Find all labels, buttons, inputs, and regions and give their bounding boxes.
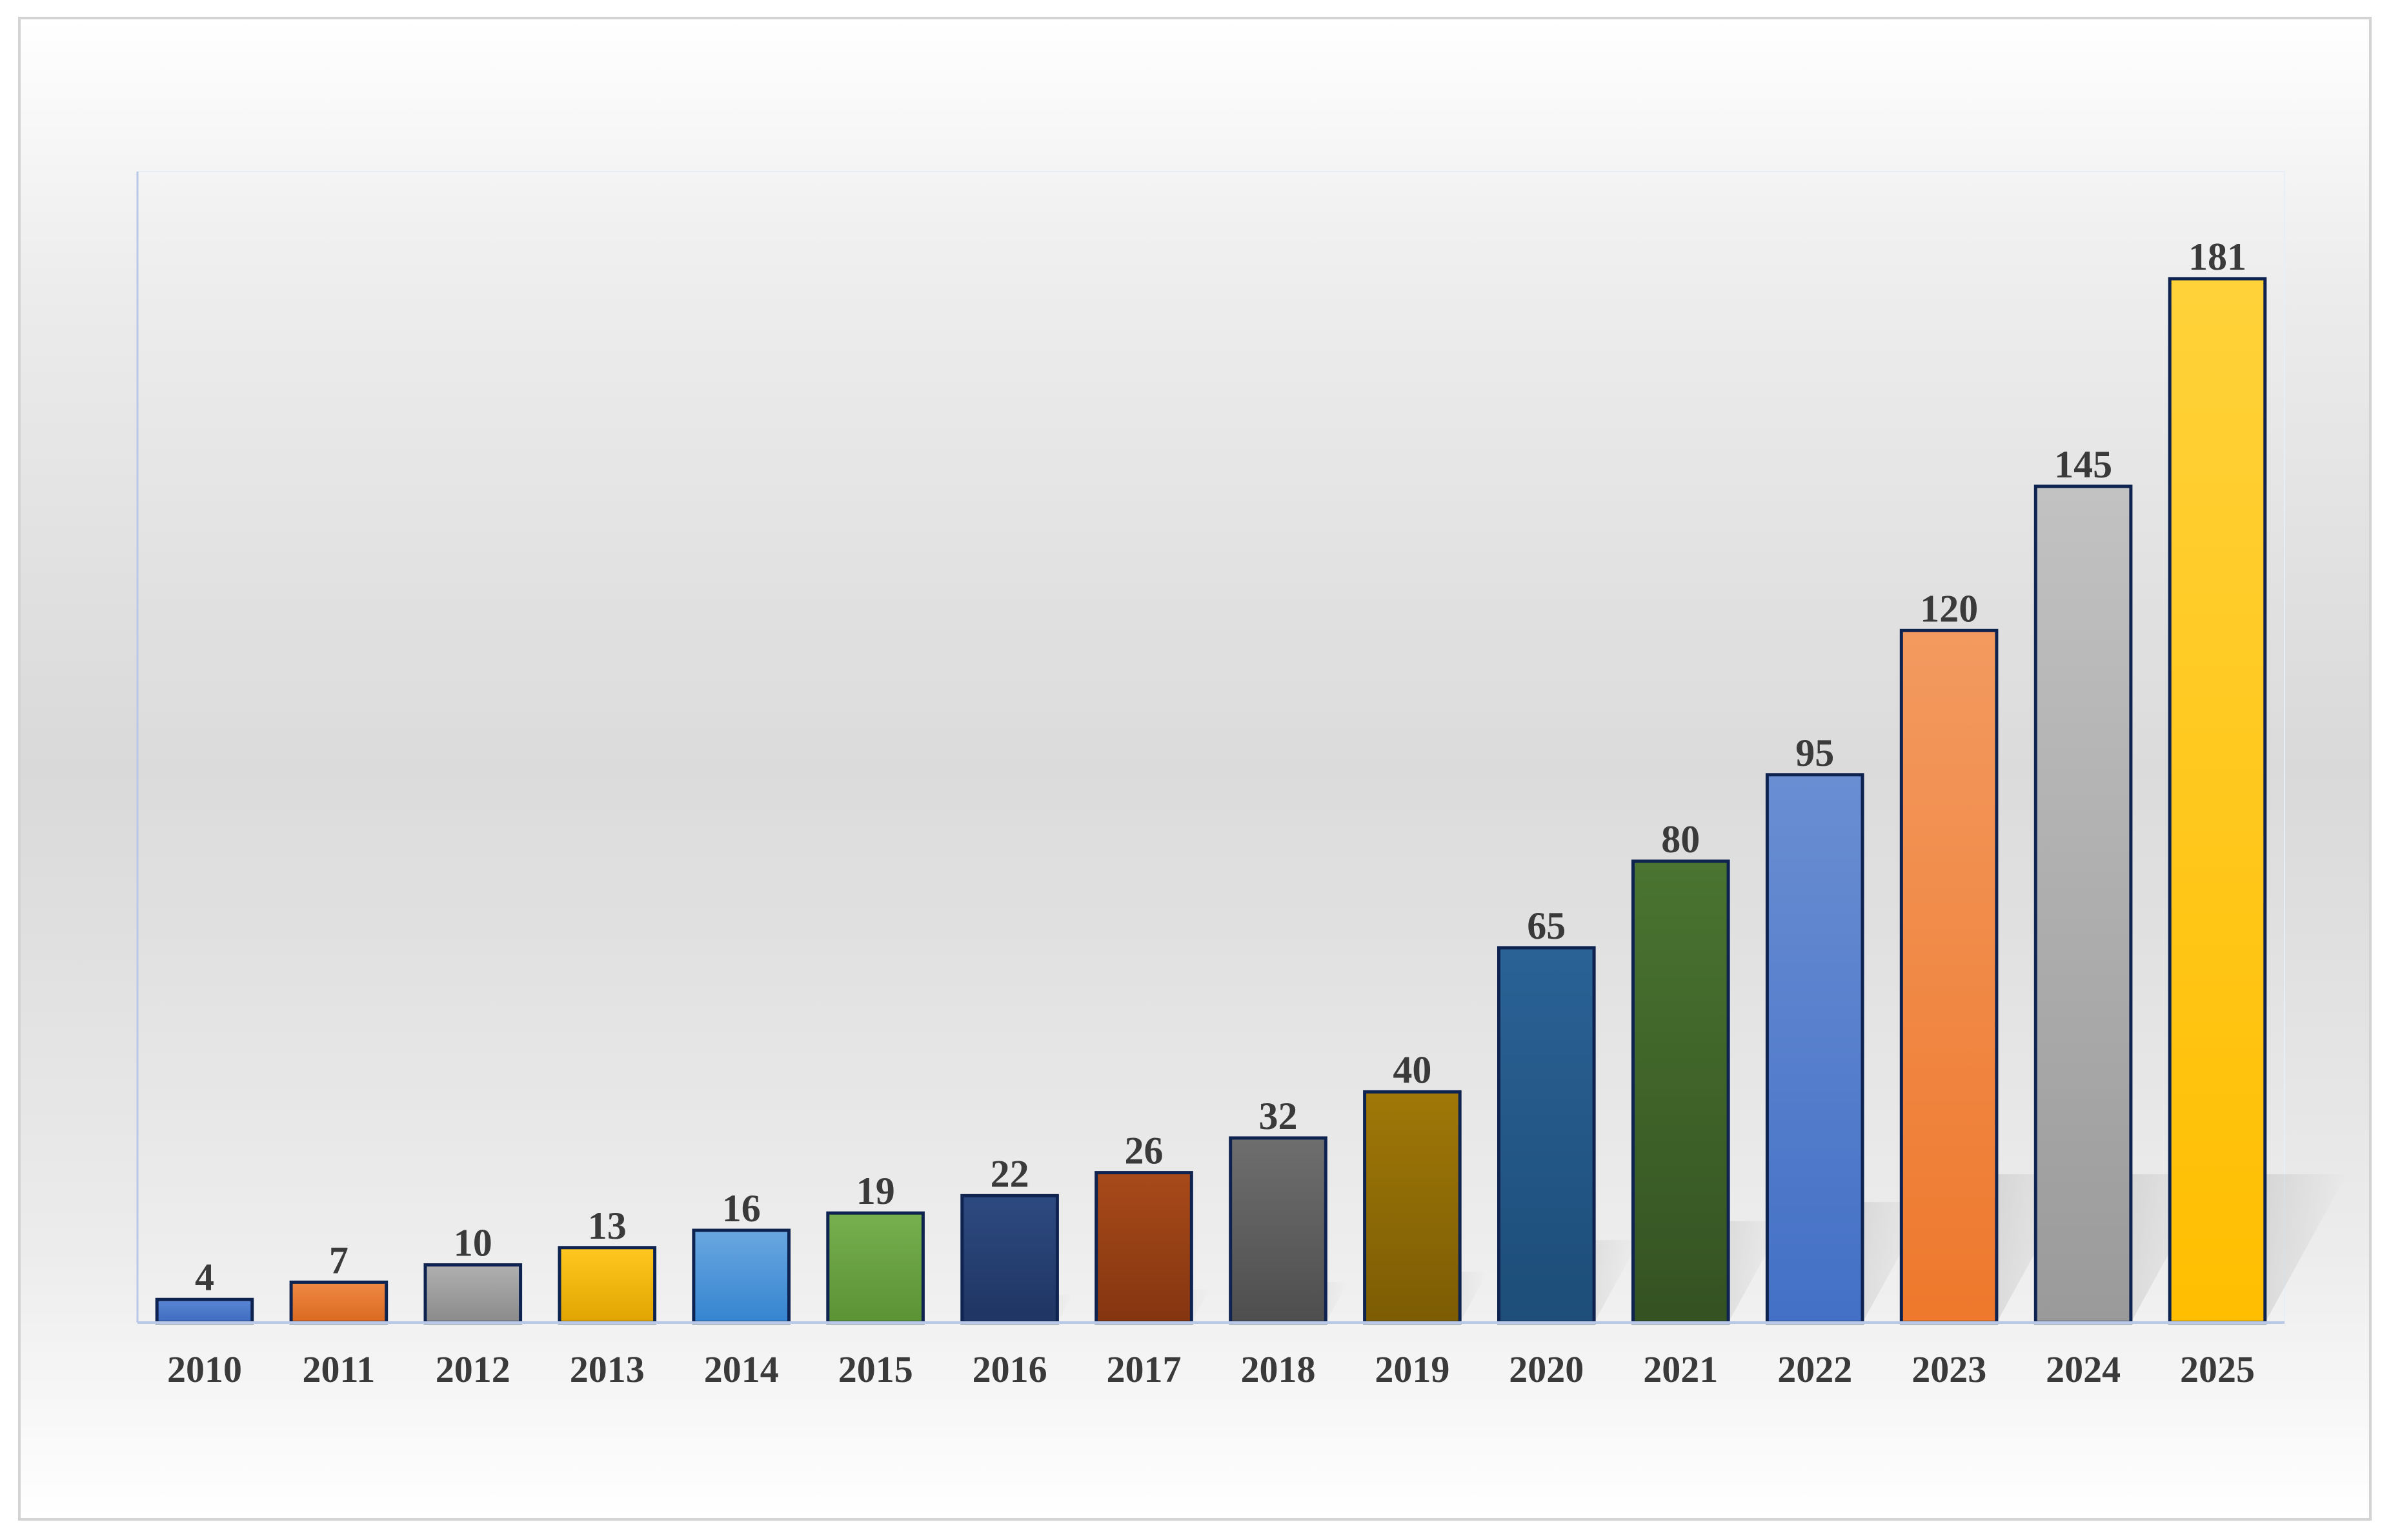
value-label-2020: 65 [1527,905,1566,947]
x-tick-2015: 2015 [838,1348,913,1390]
bar-2012 [423,1263,523,1325]
bar-2019 [1363,1090,1462,1325]
x-tick-2021: 2021 [1643,1348,1718,1390]
value-label-2024: 145 [2054,443,2112,486]
x-tick-2016: 2016 [973,1348,1047,1390]
bar-2017 [1095,1171,1193,1325]
value-label-2019: 40 [1393,1048,1431,1091]
x-tick-2023: 2023 [1912,1348,1986,1390]
bar-2010 [155,1297,254,1325]
value-label-2013: 13 [588,1205,627,1247]
value-label-2022: 95 [1795,732,1834,774]
bar-2016 [960,1194,1059,1325]
bar-2020 [1497,946,1596,1325]
x-tick-2022: 2022 [1777,1348,1852,1390]
x-tick-2013: 2013 [570,1348,645,1390]
value-labels: 4 7 10 13 16 19 22 26 32 40 65 80 95 120 145 181 [195,235,2246,1299]
x-tick-2020: 2020 [1509,1348,1584,1390]
bar-2025 [2168,277,2267,1325]
value-label-2014: 16 [722,1187,761,1230]
bar-2011 [289,1280,388,1325]
x-tick-labels: 2010 2011 2012 2013 2014 2015 2016 2017 2018 2019… [167,1348,2255,1390]
bar-2013 [558,1246,657,1325]
value-label-2025: 181 [2188,235,2246,278]
bar-2014 [692,1228,791,1325]
x-tick-2014: 2014 [704,1348,779,1390]
value-label-2018: 32 [1259,1095,1298,1137]
x-tick-2012: 2012 [436,1348,510,1390]
x-tick-2017: 2017 [1107,1348,1182,1390]
bar-2024 [2033,485,2133,1325]
x-tick-2025: 2025 [2180,1348,2255,1390]
value-label-2016: 22 [991,1152,1029,1195]
x-tick-2018: 2018 [1241,1348,1316,1390]
value-label-2012: 10 [454,1222,492,1265]
bar-2015 [826,1211,925,1325]
value-label-2010: 4 [195,1256,214,1299]
value-label-2023: 120 [1920,587,1978,630]
bar-2022 [1765,773,1864,1325]
x-tick-2010: 2010 [167,1348,242,1390]
bar-2021 [1631,859,1730,1325]
value-label-2011: 7 [329,1239,348,1281]
value-label-2017: 26 [1125,1130,1164,1172]
x-tick-2024: 2024 [2046,1348,2121,1390]
bar-2018 [1229,1136,1327,1325]
value-label-2021: 80 [1661,818,1700,861]
bars [155,277,2267,1325]
value-label-2015: 19 [856,1170,895,1212]
bar-2023 [1899,628,1999,1325]
x-tick-2019: 2019 [1375,1348,1449,1390]
x-tick-2011: 2011 [302,1348,375,1390]
